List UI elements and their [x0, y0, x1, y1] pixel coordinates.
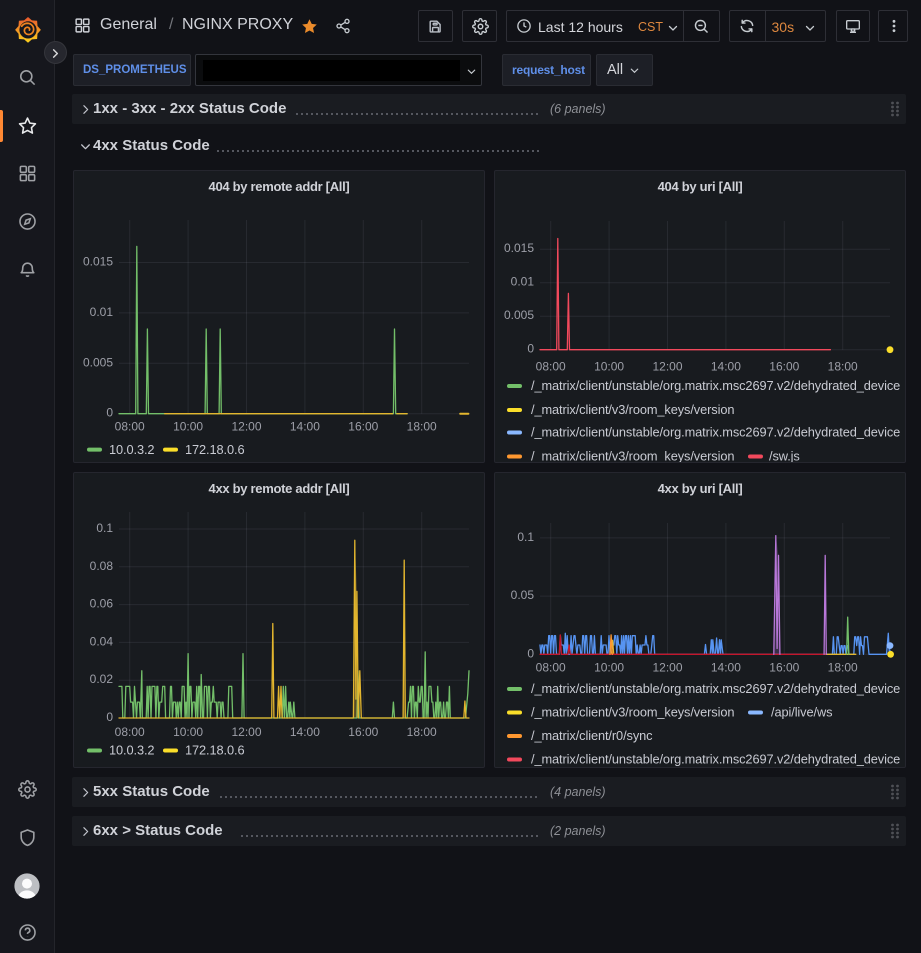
svg-text:18:00: 18:00 [828, 661, 858, 675]
svg-text:0.01: 0.01 [511, 275, 535, 289]
svg-text:/_matrix/client/v3/room_keys/v: /_matrix/client/v3/room_keys/version [531, 705, 734, 720]
svg-text:0.08: 0.08 [90, 559, 114, 573]
svg-text:18:00: 18:00 [407, 725, 437, 739]
svg-text:08:00: 08:00 [536, 661, 566, 675]
svg-text:12:00: 12:00 [231, 420, 261, 434]
svg-text:0.05: 0.05 [511, 588, 535, 602]
svg-text:10.0.3.2: 10.0.3.2 [109, 743, 154, 758]
svg-text:/_matrix/client/unstable/org.m: /_matrix/client/unstable/org.matrix.msc2… [531, 425, 900, 440]
svg-text:10:00: 10:00 [594, 360, 624, 374]
svg-text:10:00: 10:00 [173, 420, 203, 434]
svg-text:16:00: 16:00 [769, 360, 799, 374]
svg-text:0: 0 [527, 342, 534, 356]
svg-text:0.04: 0.04 [90, 634, 114, 648]
svg-text:/_matrix/client/unstable/org.m: /_matrix/client/unstable/org.matrix.msc2… [531, 378, 900, 393]
svg-text:0: 0 [527, 646, 534, 660]
svg-text:16:00: 16:00 [769, 661, 799, 675]
svg-text:18:00: 18:00 [828, 360, 858, 374]
svg-text:14:00: 14:00 [290, 420, 320, 434]
svg-text:10:00: 10:00 [594, 661, 624, 675]
svg-text:14:00: 14:00 [711, 661, 741, 675]
svg-text:/_matrix/client/v3/room_keys/v: /_matrix/client/v3/room_keys/version [531, 449, 734, 463]
svg-text:12:00: 12:00 [231, 725, 261, 739]
svg-text:0: 0 [106, 710, 113, 724]
svg-text:08:00: 08:00 [536, 360, 566, 374]
svg-text:12:00: 12:00 [652, 360, 682, 374]
svg-text:/sw.js: /sw.js [769, 449, 800, 463]
svg-text:0.015: 0.015 [504, 241, 534, 255]
svg-text:/_matrix/client/r0/sync: /_matrix/client/r0/sync [531, 728, 653, 743]
svg-text:/_matrix/client/unstable/org.m: /_matrix/client/unstable/org.matrix.msc2… [531, 681, 900, 696]
svg-text:0.1: 0.1 [517, 530, 534, 544]
svg-text:0.005: 0.005 [83, 355, 113, 369]
svg-text:10.0.3.2: 10.0.3.2 [109, 442, 154, 457]
svg-text:0.06: 0.06 [90, 597, 114, 611]
svg-text:0: 0 [106, 406, 113, 420]
svg-text:16:00: 16:00 [348, 420, 378, 434]
svg-text:14:00: 14:00 [290, 725, 320, 739]
svg-text:0.02: 0.02 [90, 672, 114, 686]
svg-text:10:00: 10:00 [173, 725, 203, 739]
svg-text:08:00: 08:00 [115, 420, 145, 434]
svg-text:172.18.0.6: 172.18.0.6 [185, 743, 245, 758]
svg-text:0.005: 0.005 [504, 308, 534, 322]
svg-text:14:00: 14:00 [711, 360, 741, 374]
svg-text:/_matrix/client/unstable/org.m: /_matrix/client/unstable/org.matrix.msc2… [531, 752, 900, 767]
svg-text:08:00: 08:00 [115, 725, 145, 739]
svg-text:/api/live/ws: /api/live/ws [771, 705, 832, 720]
svg-text:18:00: 18:00 [407, 420, 437, 434]
svg-text:172.18.0.6: 172.18.0.6 [185, 442, 245, 457]
svg-text:0.01: 0.01 [90, 305, 114, 319]
svg-text:/_matrix/client/v3/room_keys/v: /_matrix/client/v3/room_keys/version [531, 402, 734, 417]
svg-text:0.015: 0.015 [83, 255, 113, 269]
svg-text:0.1: 0.1 [96, 521, 113, 535]
svg-text:16:00: 16:00 [348, 725, 378, 739]
svg-text:12:00: 12:00 [652, 661, 682, 675]
